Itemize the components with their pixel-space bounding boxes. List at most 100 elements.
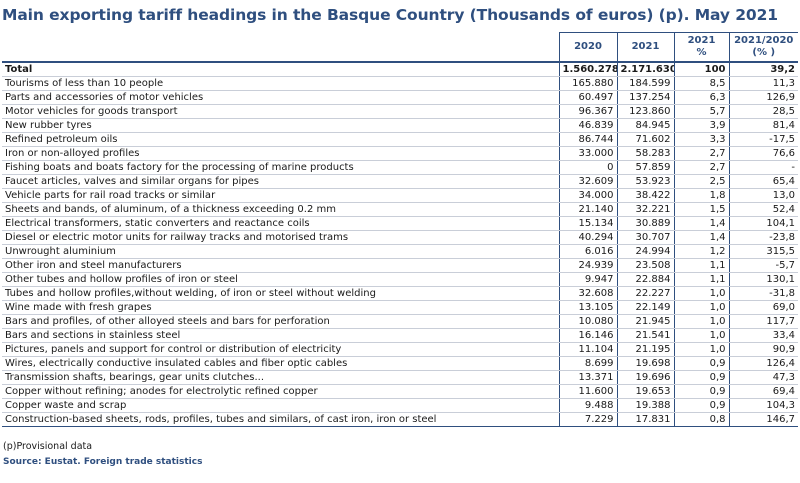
source-note: Source: Eustat. Foreign trade statistics [3, 457, 203, 467]
change-2021-2020: 81,4 [728, 118, 798, 133]
value-2021: 123.860 [616, 104, 674, 119]
table-row: Pictures, panels and support for control… [2, 342, 798, 357]
value-2021: 17.831 [616, 412, 674, 427]
value-2020: 15.134 [558, 216, 617, 231]
value-2020: 86.744 [558, 132, 617, 147]
change-2021-2020: -23,8 [728, 230, 798, 245]
row-label: Copper without refining; anodes for elec… [2, 384, 559, 399]
table-row: Fishing boats and boats factory for the … [2, 160, 798, 175]
table-header-row: 2020 2021 2021 % 2021/2020 (% ) [2, 32, 798, 62]
share-2021: 1,2 [673, 244, 729, 259]
table-row: Motor vehicles for goods transport 96.367… [2, 104, 798, 119]
share-2021: 2,7 [673, 146, 729, 161]
table-body: Total 1.560.278 2.171.630 100 39,2 Tourisms o… [2, 62, 798, 427]
table-row: Diesel or electric motor units for railw… [2, 230, 798, 245]
table-row: Iron or non-alloyed profiles 33.000 58.283… [2, 146, 798, 161]
change-2021-2020: 11,3 [728, 76, 798, 91]
row-label: Bars and sections in stainless steel [2, 328, 559, 343]
share-2021: 0,9 [673, 370, 729, 385]
share-2021: 1,0 [673, 328, 729, 343]
value-2021: 32.221 [616, 202, 674, 217]
row-label: Diesel or electric motor units for railw… [2, 230, 559, 245]
value-2021: 71.602 [616, 132, 674, 147]
value-2020: 24.939 [558, 258, 617, 273]
table-row: New rubber tyres 46.839 84.945 3,9 81,4 [2, 118, 798, 133]
share-2021: 1,4 [673, 216, 729, 231]
column-header-share: 2021 % [673, 32, 729, 62]
value-2021: 38.422 [616, 188, 674, 203]
change-2021-2020: -31,8 [728, 286, 798, 301]
value-2021: 184.599 [616, 76, 674, 91]
table-row: Refined petroleum oils 86.744 71.602 3,3 -17… [2, 132, 798, 147]
change-2021-2020: 28,5 [728, 104, 798, 119]
row-label: Tubes and hollow profiles,without weldin… [2, 286, 559, 301]
share-2021: 6,3 [673, 90, 729, 105]
change-2021-2020: 90,9 [728, 342, 798, 357]
value-2020: 0 [558, 160, 617, 175]
share-2021: 100 [673, 62, 729, 77]
change-2021-2020: 126,4 [728, 356, 798, 371]
value-2021: 84.945 [616, 118, 674, 133]
row-label: Transmission shafts, bearings, gear unit… [2, 370, 559, 385]
table-row: Copper without refining; anodes for elec… [2, 384, 798, 399]
value-2021: 23.508 [616, 258, 674, 273]
row-label: Unwrought aluminium [2, 244, 559, 259]
value-2021: 30.889 [616, 216, 674, 231]
table-row: Tourisms of less than 10 people 165.880 18… [2, 76, 798, 91]
table-row: Transmission shafts, bearings, gear unit… [2, 370, 798, 385]
value-2020: 13.371 [558, 370, 617, 385]
table-row-total: Total 1.560.278 2.171.630 100 39,2 [2, 62, 798, 77]
value-2020: 96.367 [558, 104, 617, 119]
column-header-2020: 2020 [558, 32, 617, 62]
value-2021: 137.254 [616, 90, 674, 105]
column-header-2021: 2021 [616, 32, 674, 62]
column-header-share-top: 2021 [687, 35, 716, 46]
share-2021: 3,3 [673, 132, 729, 147]
row-label: Other iron and steel manufacturers [2, 258, 559, 273]
column-header-change-bottom: (% ) [752, 47, 776, 58]
value-2021: 21.945 [616, 314, 674, 329]
value-2021: 21.195 [616, 342, 674, 357]
table-row: Wires, electrically conductive insulated… [2, 356, 798, 371]
change-2021-2020: 146,7 [728, 412, 798, 427]
value-2021: 58.283 [616, 146, 674, 161]
value-2021: 22.884 [616, 272, 674, 287]
row-label: Copper waste and scrap [2, 398, 559, 413]
value-2020: 13.105 [558, 300, 617, 315]
value-2020: 11.600 [558, 384, 617, 399]
change-2021-2020: 65,4 [728, 174, 798, 189]
value-2020: 8.699 [558, 356, 617, 371]
row-label: Refined petroleum oils [2, 132, 559, 147]
row-label: Fishing boats and boats factory for the … [2, 160, 559, 175]
value-2021: 21.541 [616, 328, 674, 343]
row-label: Total [2, 62, 559, 77]
table-row: Sheets and bands, of aluminum, of a thic… [2, 202, 798, 217]
share-2021: 1,8 [673, 188, 729, 203]
table-row: Construction-based sheets, rods, profile… [2, 412, 798, 427]
value-2020: 34.000 [558, 188, 617, 203]
share-2021: 1,0 [673, 286, 729, 301]
value-2020: 40.294 [558, 230, 617, 245]
table-row: Other iron and steel manufacturers 24.939… [2, 258, 798, 273]
value-2020: 46.839 [558, 118, 617, 133]
footnote: (p)Provisional data [3, 441, 93, 452]
value-2020: 9.488 [558, 398, 617, 413]
value-2020: 1.560.278 [558, 62, 617, 77]
row-label: Iron or non-alloyed profiles [2, 146, 559, 161]
row-label: Faucet articles, valves and similar orga… [2, 174, 559, 189]
row-label: Parts and accessories of motor vehicles [2, 90, 559, 105]
change-2021-2020: 47,3 [728, 370, 798, 385]
row-label: Sheets and bands, of aluminum, of a thic… [2, 202, 559, 217]
table-row: Copper waste and scrap 9.488 19.388 0,9 104,… [2, 398, 798, 413]
row-label: Other tubes and hollow profiles of iron … [2, 272, 559, 287]
share-2021: 1,1 [673, 258, 729, 273]
value-2020: 165.880 [558, 76, 617, 91]
change-2021-2020: 117,7 [728, 314, 798, 329]
value-2020: 32.609 [558, 174, 617, 189]
table-row: Bars and profiles, of other alloyed stee… [2, 314, 798, 329]
value-2020: 7.229 [558, 412, 617, 427]
value-2020: 32.608 [558, 286, 617, 301]
change-2021-2020: 126,9 [728, 90, 798, 105]
value-2020: 16.146 [558, 328, 617, 343]
change-2021-2020: 130,1 [728, 272, 798, 287]
